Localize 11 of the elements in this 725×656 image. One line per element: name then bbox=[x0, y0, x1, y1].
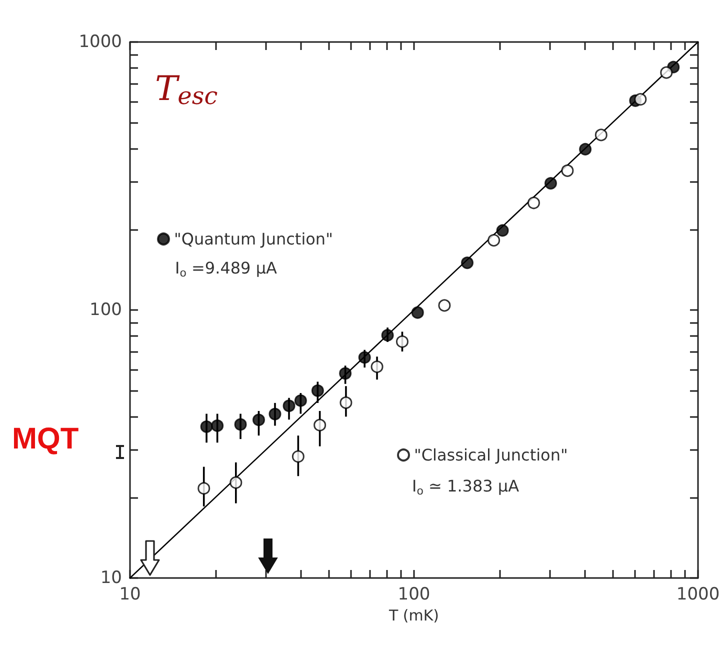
legend-label: "Quantum Junction" bbox=[174, 230, 333, 248]
text: MQT bbox=[12, 422, 79, 456]
x-tick-label: 1000 bbox=[676, 584, 720, 604]
y-tick-label: 100 bbox=[90, 300, 122, 320]
x-tick-label: 100 bbox=[398, 584, 430, 604]
x-axis-title: T (mK) bbox=[388, 606, 440, 624]
legend-label: "Classical Junction" bbox=[414, 446, 568, 464]
y-axis-title: Tesc bbox=[155, 69, 218, 110]
y-tick-label: 10 bbox=[100, 568, 122, 588]
y-tick-label: 1000 bbox=[78, 32, 122, 52]
x-tick-label: 10 bbox=[119, 584, 141, 604]
